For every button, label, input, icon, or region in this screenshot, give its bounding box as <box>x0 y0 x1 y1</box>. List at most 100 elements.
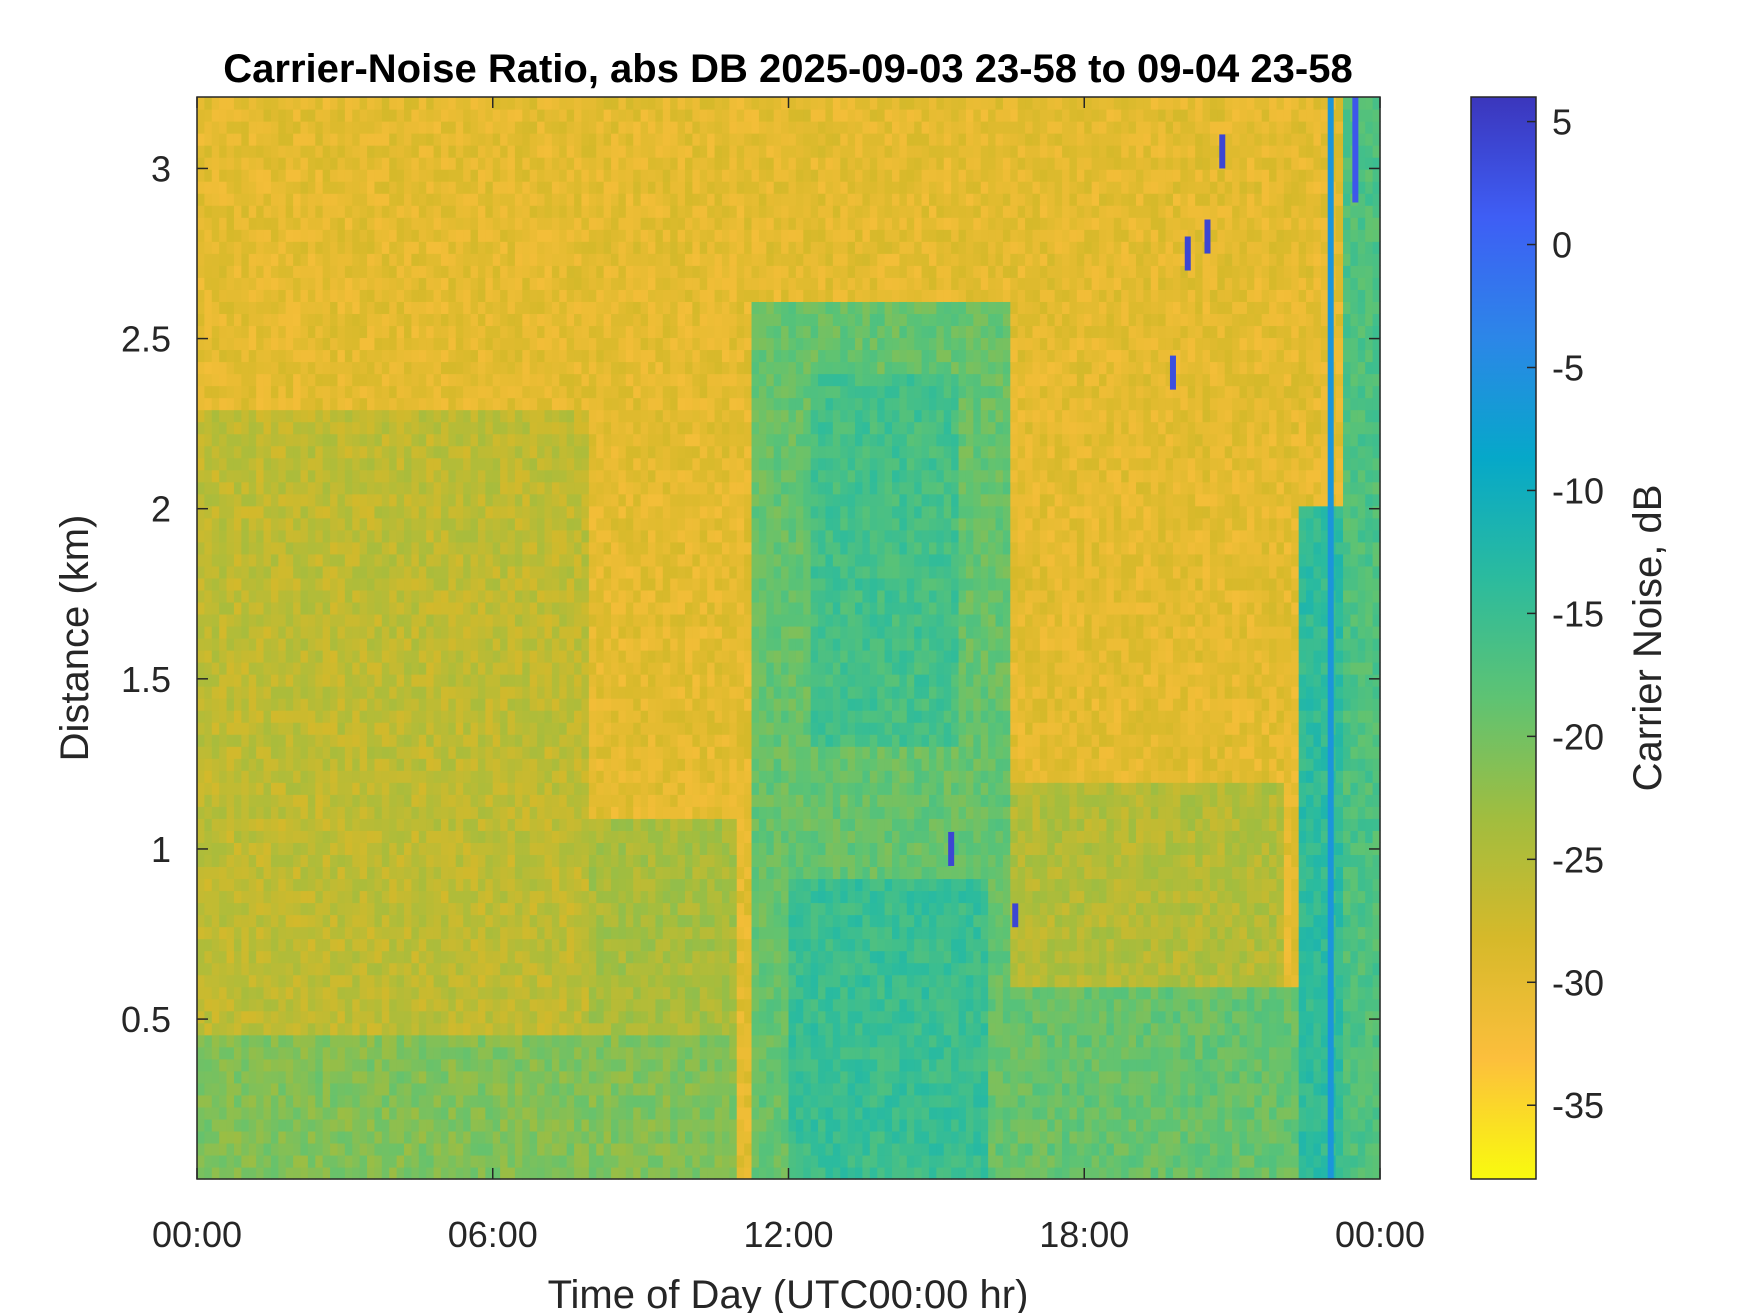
heatmap-cell <box>522 1034 531 1048</box>
heatmap-cell <box>219 493 228 507</box>
heatmap-cell <box>344 842 353 855</box>
heatmap-cell <box>233 734 242 747</box>
heatmap-cell <box>367 1046 376 1060</box>
heatmap-cell <box>226 1046 235 1060</box>
heatmap-cell <box>574 253 583 266</box>
heatmap-cell <box>551 553 560 567</box>
heatmap-cell <box>507 109 516 122</box>
heatmap-cell <box>233 205 242 218</box>
heatmap-cell <box>396 373 405 387</box>
heatmap-cell <box>588 313 597 327</box>
heatmap-cell <box>603 818 612 831</box>
heatmap-cell <box>514 469 523 483</box>
heatmap-cell <box>507 770 516 783</box>
heatmap-cell <box>418 469 427 483</box>
heatmap-cell <box>367 565 376 579</box>
heatmap-cell <box>455 277 464 290</box>
heatmap-cell <box>448 529 457 543</box>
heatmap-cell <box>470 313 479 327</box>
heatmap-cell <box>537 878 546 892</box>
heatmap-cell <box>381 974 390 988</box>
heatmap-cell <box>248 914 257 928</box>
heatmap-cell <box>581 361 590 375</box>
heatmap-cell <box>344 481 353 495</box>
heatmap-cell <box>381 878 390 892</box>
heatmap-cell <box>477 830 486 843</box>
heatmap-cell <box>448 493 457 507</box>
heatmap-cell <box>344 241 353 254</box>
heatmap-cell <box>507 710 516 723</box>
heatmap-cell <box>359 1142 368 1156</box>
heatmap-cell <box>537 565 546 579</box>
heatmap-cell <box>374 445 383 459</box>
heatmap-cell <box>270 674 279 687</box>
heatmap-cell <box>588 541 597 555</box>
heatmap-cell <box>285 577 294 591</box>
heatmap-cell <box>396 553 405 567</box>
heatmap-cell <box>485 1130 494 1144</box>
heatmap-cell <box>211 613 220 627</box>
heatmap-cell <box>470 818 479 831</box>
heatmap-cell <box>603 686 612 699</box>
heatmap-cell <box>337 613 346 627</box>
heatmap-cell <box>492 830 501 843</box>
heatmap-cell <box>315 1058 324 1072</box>
heatmap-cell <box>226 205 235 218</box>
heatmap-cell <box>330 938 339 952</box>
heatmap-cell <box>426 505 435 519</box>
heatmap-cell <box>389 902 398 916</box>
heatmap-cell <box>507 686 516 699</box>
heatmap-cell <box>337 758 346 771</box>
heatmap-cell <box>529 205 538 218</box>
heatmap-cell <box>367 445 376 459</box>
heatmap-cell <box>233 1154 242 1168</box>
heatmap-cell <box>544 301 553 314</box>
heatmap-cell <box>219 1142 228 1156</box>
heatmap-cell <box>389 349 398 363</box>
heatmap-cell <box>293 710 302 723</box>
heatmap-cell <box>278 986 287 1000</box>
heatmap-cell <box>233 842 242 855</box>
heatmap-cell <box>344 325 353 339</box>
heatmap-cell <box>433 361 442 375</box>
heatmap-cell <box>596 133 605 146</box>
heatmap-cell <box>248 217 257 230</box>
heatmap-cell <box>219 361 228 375</box>
heatmap-cell <box>226 133 235 146</box>
heatmap-cell <box>500 361 509 375</box>
heatmap-cell <box>574 289 583 302</box>
heatmap-cell <box>529 842 538 855</box>
heatmap-cell <box>322 998 331 1012</box>
heatmap-cell <box>463 938 472 952</box>
heatmap-cell <box>204 481 213 495</box>
heatmap-cell <box>226 517 235 531</box>
heatmap-cell <box>411 625 420 639</box>
heatmap-cell <box>389 565 398 579</box>
heatmap-cell <box>293 529 302 543</box>
heatmap-cell <box>551 277 560 290</box>
heatmap-cell <box>374 457 383 471</box>
heatmap-cell <box>455 746 464 759</box>
heatmap-cell <box>537 722 546 735</box>
heatmap-cell <box>500 698 509 711</box>
heatmap-cell <box>596 145 605 158</box>
heatmap-cell <box>263 229 272 242</box>
heatmap-cell <box>588 1058 597 1072</box>
heatmap-cell <box>204 974 213 988</box>
heatmap-cell <box>330 109 339 122</box>
heatmap-cell <box>537 193 546 206</box>
heatmap-cell <box>389 109 398 122</box>
heatmap-cell <box>492 1058 501 1072</box>
heatmap-cell <box>500 722 509 735</box>
heatmap-cell <box>352 662 361 675</box>
heatmap-cell <box>470 349 479 363</box>
heatmap-cell <box>485 854 494 868</box>
heatmap-cell <box>278 577 287 591</box>
heatmap-cell <box>204 782 213 795</box>
heatmap-cell <box>270 409 279 423</box>
heatmap-cell <box>566 133 575 146</box>
heatmap-cell <box>514 638 523 651</box>
heatmap-cell <box>581 998 590 1012</box>
heatmap-cell <box>241 157 250 170</box>
heatmap-cell <box>596 758 605 771</box>
